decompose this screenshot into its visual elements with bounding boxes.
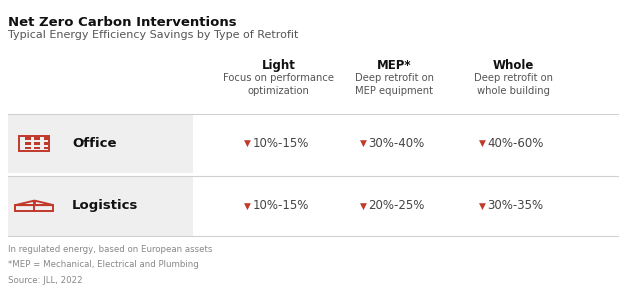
Text: ▼: ▼: [360, 139, 367, 148]
Text: 30%-40%: 30%-40%: [368, 137, 424, 150]
Text: Focus on performance
optimization: Focus on performance optimization: [223, 73, 334, 96]
Bar: [8, 176, 193, 236]
Text: Office: Office: [72, 137, 116, 150]
Bar: [25, 142, 31, 145]
Text: *MEP = Mechanical, Electrical and Plumbing: *MEP = Mechanical, Electrical and Plumbi…: [8, 260, 199, 269]
Bar: [25, 146, 31, 149]
Text: ▼: ▼: [360, 201, 367, 210]
Text: ▼: ▼: [244, 139, 251, 148]
Text: MEP*: MEP*: [377, 59, 412, 72]
Bar: [44, 142, 49, 145]
Text: Net Zero Carbon Interventions: Net Zero Carbon Interventions: [8, 16, 237, 29]
Bar: [34, 142, 40, 145]
Text: 30%-35%: 30%-35%: [487, 199, 543, 212]
Bar: [44, 138, 49, 140]
Text: Light: Light: [262, 59, 295, 72]
Bar: [25, 138, 31, 140]
Bar: [19, 136, 49, 151]
Text: 10%-15%: 10%-15%: [252, 199, 309, 212]
Bar: [8, 114, 193, 173]
Text: ▼: ▼: [244, 201, 251, 210]
Text: Deep retrofit on
whole building: Deep retrofit on whole building: [474, 73, 553, 96]
Text: In regulated energy, based on European assets: In regulated energy, based on European a…: [8, 245, 212, 253]
Text: 10%-15%: 10%-15%: [252, 137, 309, 150]
Bar: [34, 138, 40, 140]
Text: Deep retrofit on
MEP equipment: Deep retrofit on MEP equipment: [355, 73, 434, 96]
Text: Logistics: Logistics: [72, 199, 138, 212]
Text: Whole: Whole: [493, 59, 534, 72]
Text: Source: JLL, 2022: Source: JLL, 2022: [8, 276, 83, 285]
Text: 40%-60%: 40%-60%: [487, 137, 543, 150]
Text: ▼: ▼: [479, 201, 486, 210]
Text: Typical Energy Efficiency Savings by Type of Retrofit: Typical Energy Efficiency Savings by Typ…: [8, 30, 299, 40]
Text: 20%-25%: 20%-25%: [368, 199, 424, 212]
Bar: [34, 146, 40, 149]
Text: ▼: ▼: [479, 139, 486, 148]
Bar: [44, 146, 49, 149]
